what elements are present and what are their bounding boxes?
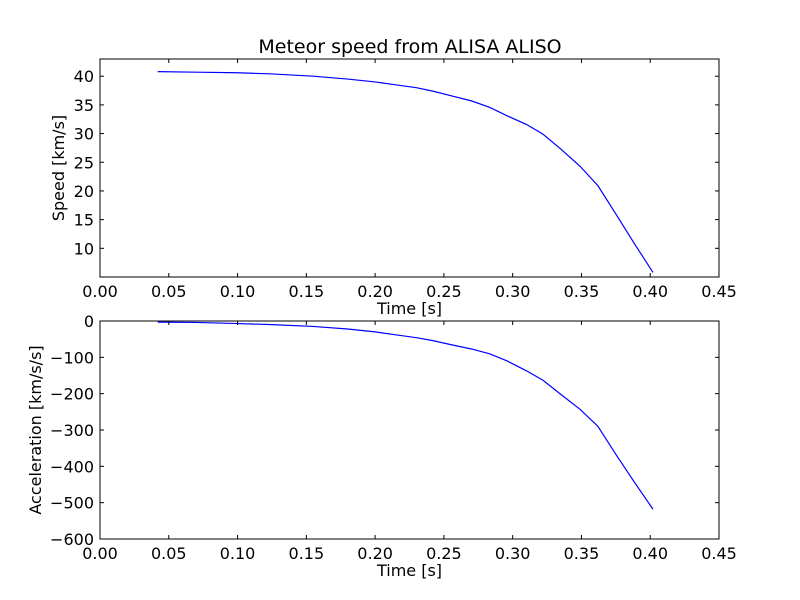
acceleration-y-tick-label: −400 bbox=[50, 457, 94, 476]
speed-x-tick-label: 0.45 bbox=[701, 282, 737, 301]
speed-x-tick-label: 0.40 bbox=[632, 282, 668, 301]
speed-y-tick-label: 15 bbox=[74, 211, 94, 230]
acceleration-y-tick-label: −300 bbox=[50, 421, 94, 440]
acceleration-x-tick-label: 0.00 bbox=[82, 544, 118, 563]
acceleration-x-tick-label: 0.05 bbox=[151, 544, 187, 563]
speed-x-tick-label: 0.30 bbox=[495, 282, 531, 301]
speed-y-tick-label: 25 bbox=[74, 153, 94, 172]
acceleration-y-tick-label: −100 bbox=[50, 348, 94, 367]
chart-title: Meteor speed from ALISA ALISO bbox=[258, 36, 561, 58]
acceleration-x-tick-label: 0.45 bbox=[701, 544, 737, 563]
acceleration-x-tick-label: 0.10 bbox=[220, 544, 256, 563]
speed-plot: 0.00 0.05 0.10 0.15 0.20 0.25 0.30 0.35 0.40 0.45… bbox=[49, 58, 737, 318]
acceleration-y-tick-label: −600 bbox=[50, 530, 94, 549]
speed-x-tick-label: 0.15 bbox=[289, 282, 325, 301]
speed-y-tick-label: 35 bbox=[74, 96, 94, 115]
acceleration-y-tick-label: −500 bbox=[50, 494, 94, 513]
speed-y-tick-label: 10 bbox=[74, 239, 94, 258]
speed-y-tick-label: 40 bbox=[74, 67, 94, 86]
speed-y-tick-label: 20 bbox=[74, 182, 94, 201]
speed-x-tick-label: 0.00 bbox=[82, 282, 118, 301]
acceleration-y-tick-label: 0 bbox=[84, 312, 94, 331]
acceleration-x-tick-label: 0.35 bbox=[564, 544, 600, 563]
speed-y-tick-label: 30 bbox=[74, 125, 94, 144]
speed-plot-frame bbox=[99, 58, 720, 278]
speed-x-tick-label: 0.25 bbox=[426, 282, 462, 301]
speed-x-tick-label: 0.20 bbox=[357, 282, 393, 301]
acceleration-x-tick-label: 0.25 bbox=[426, 544, 462, 563]
acceleration-plot-frame bbox=[99, 320, 720, 540]
acceleration-x-tick-label: 0.20 bbox=[357, 544, 393, 563]
speed-x-tick-label: 0.35 bbox=[564, 282, 600, 301]
speed-x-axis-label: Time [s] bbox=[376, 299, 442, 318]
speed-series-line bbox=[157, 71, 654, 273]
acceleration-y-axis-label: Acceleration [km/s/s] bbox=[26, 345, 45, 514]
acceleration-series-line bbox=[157, 321, 654, 510]
acceleration-x-tick-label: 0.30 bbox=[495, 544, 531, 563]
acceleration-x-tick-label: 0.40 bbox=[632, 544, 668, 563]
acceleration-plot: 0.00 0.05 0.10 0.15 0.20 0.25 0.30 0.35 0.40 0.45… bbox=[26, 312, 737, 580]
speed-x-tick-label: 0.10 bbox=[220, 282, 256, 301]
speed-y-axis-label: Speed [km/s] bbox=[49, 115, 68, 221]
acceleration-x-axis-label: Time [s] bbox=[376, 561, 442, 580]
acceleration-x-tick-label: 0.15 bbox=[289, 544, 325, 563]
acceleration-y-tick-label: −200 bbox=[50, 385, 94, 404]
speed-x-tick-label: 0.05 bbox=[151, 282, 187, 301]
